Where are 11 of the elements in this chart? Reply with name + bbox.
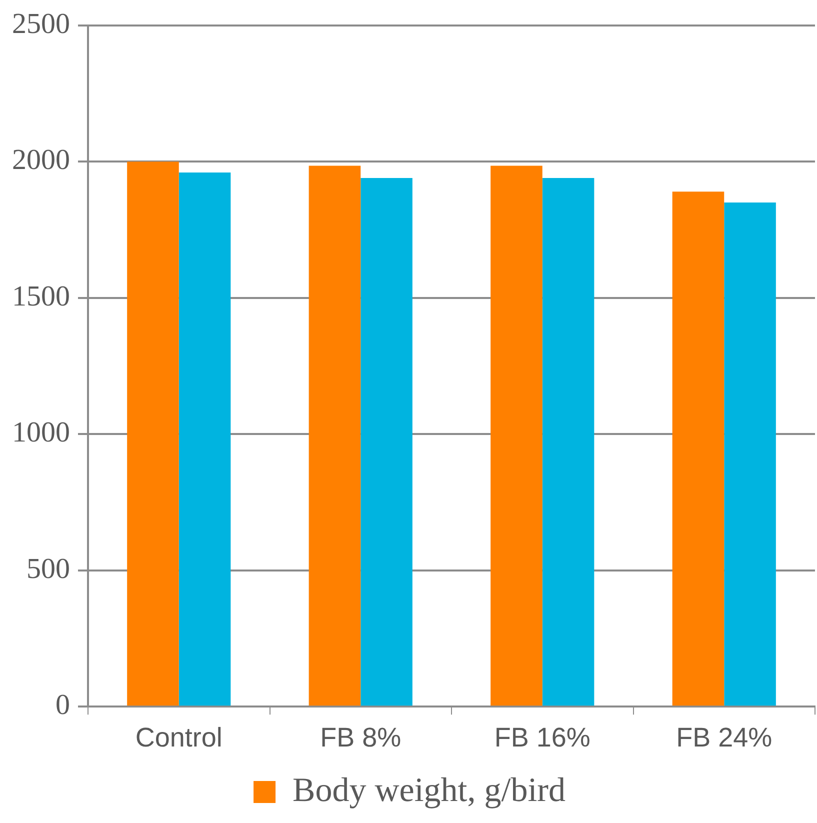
x-tick-label: FB 16% [494,722,590,752]
legend-label: Body weight, g/bird [292,772,566,809]
y-tick-label: 500 [26,552,70,585]
y-tick-label: 2000 [12,144,70,176]
x-tick-label: FB 8% [320,722,402,752]
x-tick-label: Control [135,722,222,752]
y-tick-label: 0 [56,689,70,722]
x-tick-label: FB 24% [676,722,772,752]
y-tick-label: 2500 [12,8,70,40]
y-tick-label: 1000 [12,416,70,449]
y-tick-label: 1500 [12,280,70,312]
